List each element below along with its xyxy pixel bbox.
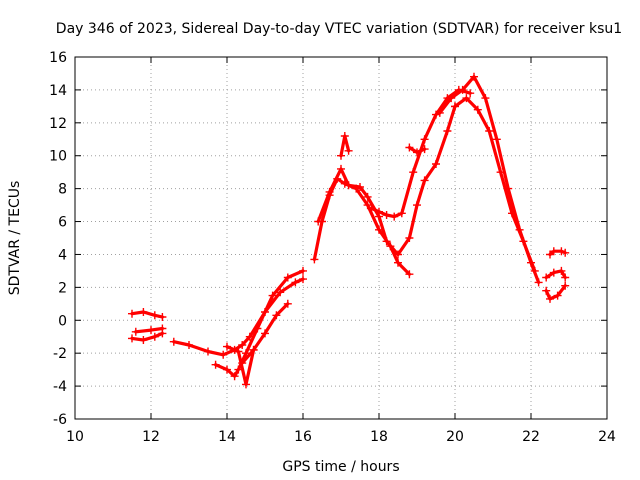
series-track-7 xyxy=(238,299,292,368)
x-tick-label: 16 xyxy=(294,429,312,445)
chart-title: Day 346 of 2023, Sidereal Day-to-day VTE… xyxy=(56,21,622,37)
series-track-10 xyxy=(337,132,353,160)
y-tick-label: -6 xyxy=(53,412,67,428)
series-track-1 xyxy=(128,308,167,321)
series-line xyxy=(172,277,305,357)
y-axis-title: SDTVAR / TECUs xyxy=(7,181,23,296)
y-tick-label: 0 xyxy=(58,313,67,329)
series-line xyxy=(544,269,567,280)
series-line xyxy=(453,96,537,273)
series-point-marks xyxy=(131,324,167,336)
plot-frame xyxy=(74,56,608,420)
series-point-marks xyxy=(128,329,167,344)
series-track-9 xyxy=(314,102,459,259)
y-tick-label: 8 xyxy=(58,182,67,198)
y-tick-label: 10 xyxy=(49,149,67,165)
y-tick-label: -4 xyxy=(53,379,67,395)
x-tick-label: 20 xyxy=(446,429,464,445)
series-track-15 xyxy=(546,247,570,259)
series-line xyxy=(130,310,164,319)
y-tick-label: -2 xyxy=(53,346,67,362)
y-tick-label: 4 xyxy=(58,247,67,263)
x-axis-title: GPS time / hours xyxy=(282,459,399,475)
series-track-3 xyxy=(131,324,167,336)
series-track-12 xyxy=(405,143,429,157)
series-point-marks xyxy=(238,299,292,368)
series-point-marks xyxy=(337,132,353,160)
series-track-4 xyxy=(169,275,307,359)
x-tick-label: 12 xyxy=(142,429,160,445)
series-point-marks xyxy=(314,102,459,259)
series-point-marks xyxy=(451,94,539,275)
series-track-2 xyxy=(128,329,167,344)
series-point-marks xyxy=(542,281,570,303)
series-line xyxy=(544,284,567,301)
x-tick-label: 24 xyxy=(598,429,616,445)
series-line xyxy=(225,345,256,386)
y-tick-label: 12 xyxy=(49,116,67,132)
y-tick-label: 14 xyxy=(49,83,67,99)
x-tick-label: 18 xyxy=(370,429,388,445)
y-tick-label: 2 xyxy=(58,280,67,296)
y-tick-label: 6 xyxy=(58,215,67,231)
series-point-marks xyxy=(542,266,570,282)
grid xyxy=(75,57,607,419)
series-point-marks xyxy=(128,308,167,321)
series-point-marks xyxy=(405,143,429,157)
series-track-17 xyxy=(542,281,570,303)
x-tick-label: 14 xyxy=(218,429,236,445)
series-track-14 xyxy=(451,94,539,275)
y-tick-label: 16 xyxy=(49,50,67,66)
series-track-5 xyxy=(211,266,307,381)
series-track-6 xyxy=(223,342,258,389)
x-tick-label: 10 xyxy=(66,429,84,445)
series-layer xyxy=(128,72,570,389)
series-track-16 xyxy=(542,266,570,282)
series-line xyxy=(130,331,164,342)
x-tick-label: 22 xyxy=(522,429,540,445)
series-point-marks xyxy=(211,266,307,381)
series-point-marks xyxy=(546,247,570,259)
